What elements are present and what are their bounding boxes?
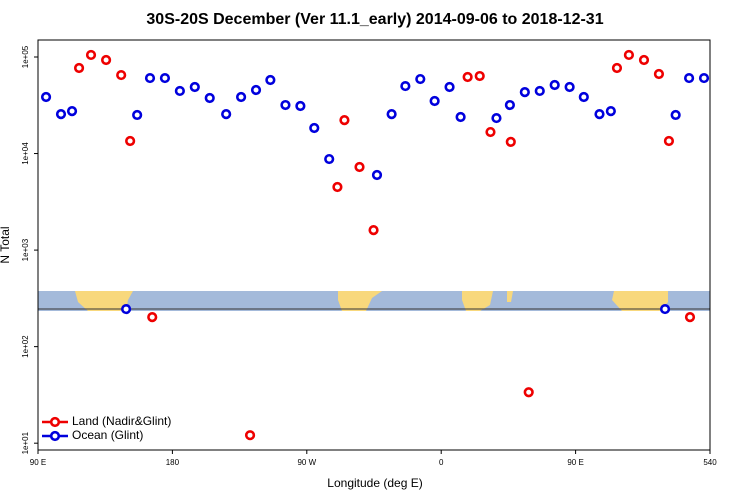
plot-frame: [37, 39, 711, 451]
point: [116, 69, 127, 81]
point: [623, 49, 635, 61]
point: [429, 95, 440, 107]
point: [132, 109, 143, 121]
point: [100, 54, 112, 66]
y-tick-label: 1e+04: [21, 142, 30, 165]
point: [474, 70, 485, 82]
y-tick-label: 1e+03: [21, 238, 30, 261]
point: [698, 72, 710, 84]
point: [55, 109, 67, 120]
map-strip: [38, 291, 710, 311]
point: [663, 135, 675, 147]
point: [534, 85, 545, 97]
point: [40, 91, 52, 103]
land: [75, 291, 133, 311]
x-tick-label: 90 W: [297, 458, 316, 467]
point: [121, 303, 132, 315]
chart-title: 30S-20S December (Ver 11.1_early) 2014-0…: [146, 11, 603, 28]
point: [519, 86, 530, 98]
point: [594, 109, 605, 120]
y-axis-label: N Total: [0, 226, 12, 263]
point: [670, 109, 681, 121]
point: [280, 99, 291, 111]
x-tick-label: 90 E: [30, 458, 46, 467]
point: [491, 112, 502, 124]
point: [309, 122, 320, 134]
point: [295, 100, 306, 112]
point: [638, 54, 650, 66]
point: [85, 49, 97, 61]
point: [683, 72, 695, 84]
point: [578, 91, 589, 103]
x-tick-label: 540: [703, 458, 717, 467]
land: [507, 291, 513, 302]
point: [189, 81, 200, 93]
point: [73, 62, 85, 74]
point: [455, 111, 466, 123]
land: [338, 291, 382, 311]
point: [159, 72, 171, 84]
point: [368, 225, 379, 236]
ocean-band: [38, 291, 710, 311]
x-tick-label: 0: [439, 458, 444, 467]
point: [332, 181, 343, 193]
point: [250, 84, 262, 96]
legend-label: Land (Nadir&Glint): [72, 414, 171, 428]
point: [400, 80, 411, 92]
point: [354, 161, 365, 173]
point: [147, 312, 158, 323]
point: [144, 72, 156, 84]
point: [204, 92, 215, 104]
point: [324, 153, 335, 165]
point: [485, 126, 496, 138]
point: [339, 115, 350, 126]
x-tick-label: 90 E: [567, 458, 583, 467]
legend-marker: [49, 416, 61, 428]
point: [125, 135, 136, 147]
point: [174, 85, 185, 97]
point: [549, 79, 560, 91]
point: [244, 430, 256, 441]
point: [221, 109, 232, 120]
point: [371, 169, 383, 181]
point: [653, 68, 665, 80]
point: [684, 312, 696, 323]
land: [612, 291, 668, 311]
y-tick-label: 1e+02: [21, 335, 30, 358]
point: [505, 136, 516, 148]
point: [235, 91, 247, 103]
point: [504, 99, 515, 111]
point: [611, 62, 623, 74]
legend-label: Ocean (Glint): [72, 428, 143, 442]
x-axis-label: Longitude (deg E): [327, 476, 422, 490]
y-tick-label: 1e+05: [21, 45, 30, 68]
y-tick-label: 1e+01: [21, 431, 30, 454]
point: [523, 387, 534, 398]
point: [564, 81, 575, 93]
legend-marker: [49, 430, 61, 442]
point: [659, 303, 671, 315]
point: [605, 106, 616, 117]
land: [462, 291, 493, 311]
point: [444, 81, 455, 93]
point: [265, 74, 276, 86]
point: [66, 106, 78, 117]
point: [462, 71, 473, 83]
x-tick-label: 180: [166, 458, 180, 467]
point: [386, 109, 397, 120]
point: [415, 73, 426, 85]
